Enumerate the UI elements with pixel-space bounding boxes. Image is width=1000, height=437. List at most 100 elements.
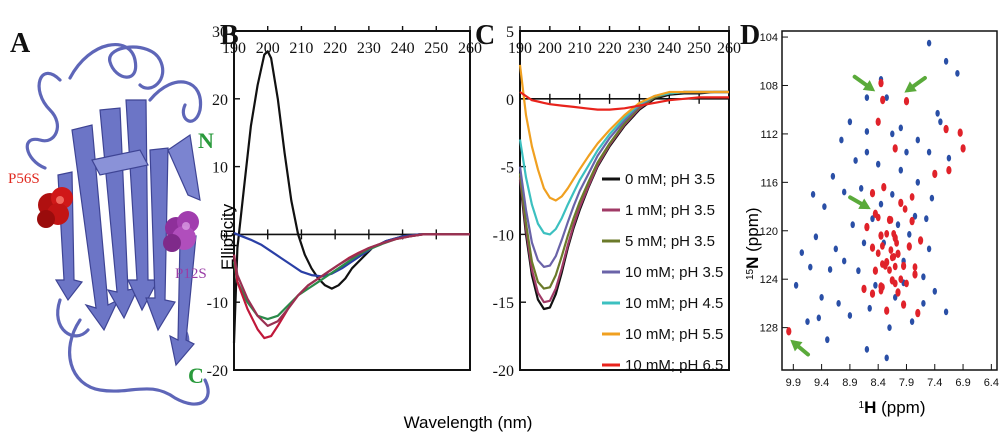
peak-blue bbox=[808, 263, 813, 271]
series-line-1 bbox=[232, 50, 470, 343]
peak-red bbox=[903, 97, 910, 106]
y-tick-label: 10 bbox=[212, 160, 228, 177]
peak-red bbox=[861, 284, 867, 294]
loop-top bbox=[68, 43, 165, 90]
peak-blue bbox=[946, 154, 952, 162]
peak-blue bbox=[850, 221, 855, 229]
peak-blue bbox=[816, 314, 821, 322]
x-tick-label: 210 bbox=[289, 40, 313, 57]
peak-red bbox=[895, 249, 901, 258]
peak-blue bbox=[915, 136, 920, 144]
green-arrow-3 bbox=[848, 195, 871, 210]
peak-red bbox=[884, 306, 890, 315]
peak-blue bbox=[943, 57, 949, 65]
peak-blue bbox=[915, 178, 920, 186]
peak-blue bbox=[839, 136, 844, 144]
peak-blue bbox=[907, 231, 912, 238]
peak-blue bbox=[822, 203, 827, 211]
peak-blue bbox=[943, 308, 949, 316]
beta-strand-1 bbox=[71, 124, 120, 332]
svg-text:1H (ppm): 1H (ppm) bbox=[859, 398, 926, 417]
peak-red bbox=[901, 300, 907, 309]
peak-blue bbox=[955, 70, 960, 77]
peak-blue bbox=[825, 336, 830, 344]
peak-blue bbox=[878, 200, 884, 208]
peak-red bbox=[878, 78, 884, 88]
peak-blue bbox=[904, 148, 909, 156]
peak-red bbox=[912, 270, 918, 279]
legend-label: 1 mM; pH 3.5 bbox=[625, 202, 715, 219]
x-tick-label: 240 bbox=[657, 40, 681, 57]
peak-red bbox=[904, 279, 909, 288]
peak-red bbox=[892, 144, 898, 153]
peak-blue bbox=[890, 130, 895, 138]
x-axis-ticks-c: 190 200 210 220 230 240 250 260 bbox=[508, 26, 741, 104]
peak-red bbox=[957, 128, 963, 137]
peak-red bbox=[902, 205, 908, 213]
peak-blue bbox=[810, 191, 816, 198]
x-tick-label: 9.9 bbox=[786, 377, 801, 389]
peak-red bbox=[943, 124, 949, 134]
panel-letter-d: D bbox=[740, 20, 760, 51]
peak-red bbox=[875, 117, 881, 127]
y-tick-label: 124 bbox=[760, 274, 778, 286]
peak-red bbox=[872, 266, 879, 275]
panel-letter-c: C bbox=[475, 20, 495, 51]
x-label-unit: (ppm) bbox=[876, 398, 925, 417]
y-axis-ticks-b: -20 -10 0 10 20 30 bbox=[207, 24, 240, 380]
peak-blue bbox=[912, 212, 918, 220]
p12s-residue-spheres bbox=[163, 211, 199, 252]
peak-blue bbox=[830, 172, 836, 180]
legend-label: 10 mM; pH 3.5 bbox=[625, 264, 723, 281]
peak-blue bbox=[819, 294, 824, 301]
peak-blue bbox=[813, 233, 819, 241]
peak-blue bbox=[895, 221, 901, 229]
peak-red bbox=[864, 222, 870, 232]
y-label-symbol: N bbox=[743, 257, 762, 269]
x-tick-label: 220 bbox=[598, 40, 622, 57]
series-lines-c bbox=[518, 64, 729, 311]
series-line-3 bbox=[232, 233, 470, 321]
x-tick-label: 8.4 bbox=[871, 377, 886, 389]
plot-frame-d bbox=[781, 30, 998, 371]
peak-blue bbox=[884, 94, 889, 101]
beta-strand-6 bbox=[167, 133, 201, 201]
x-axis-ticks-d: 9.9 9.4 8.9 8.4 7.9 7.4 6.9 6.4 bbox=[786, 364, 999, 389]
sphere-highlight bbox=[182, 222, 190, 230]
peak-blue bbox=[836, 300, 841, 307]
y-axis-label-b: Ellipticity bbox=[218, 203, 237, 270]
sphere bbox=[37, 210, 55, 228]
plot-frame-c bbox=[519, 30, 730, 371]
peak-blue bbox=[856, 267, 861, 275]
peak-red bbox=[888, 246, 894, 254]
peak-red bbox=[901, 261, 907, 271]
peak-red bbox=[887, 266, 892, 274]
peak-blue bbox=[926, 148, 932, 156]
x-tick-label: 9.4 bbox=[814, 377, 829, 389]
n-terminus-label: N bbox=[198, 128, 214, 153]
panel-a: A bbox=[8, 28, 214, 406]
peak-red bbox=[884, 230, 890, 238]
series-line-5 bbox=[232, 233, 470, 327]
x-tick-label: 260 bbox=[717, 40, 741, 57]
peak-red bbox=[875, 213, 881, 222]
sphere bbox=[163, 234, 181, 252]
x-tick-label: 6.4 bbox=[984, 377, 999, 389]
x-axis-label-shared: Wavelength (nm) bbox=[404, 413, 533, 432]
y-label-nucleus: 15 bbox=[745, 268, 756, 280]
peak-red bbox=[915, 308, 921, 318]
legend-label: 10 mM; pH 4.5 bbox=[625, 295, 723, 312]
peak-red bbox=[892, 279, 898, 288]
loop-bottom bbox=[68, 318, 210, 406]
peak-red bbox=[918, 236, 924, 245]
peak-red bbox=[909, 216, 915, 226]
peak-blue bbox=[842, 188, 847, 196]
plot-frame-b bbox=[233, 30, 471, 371]
peak-red bbox=[891, 230, 897, 238]
peak-blue bbox=[921, 273, 926, 281]
peak-blue bbox=[898, 124, 903, 132]
peak-blue bbox=[890, 191, 895, 198]
peak-blue bbox=[793, 281, 799, 289]
sphere-highlight bbox=[56, 196, 64, 204]
